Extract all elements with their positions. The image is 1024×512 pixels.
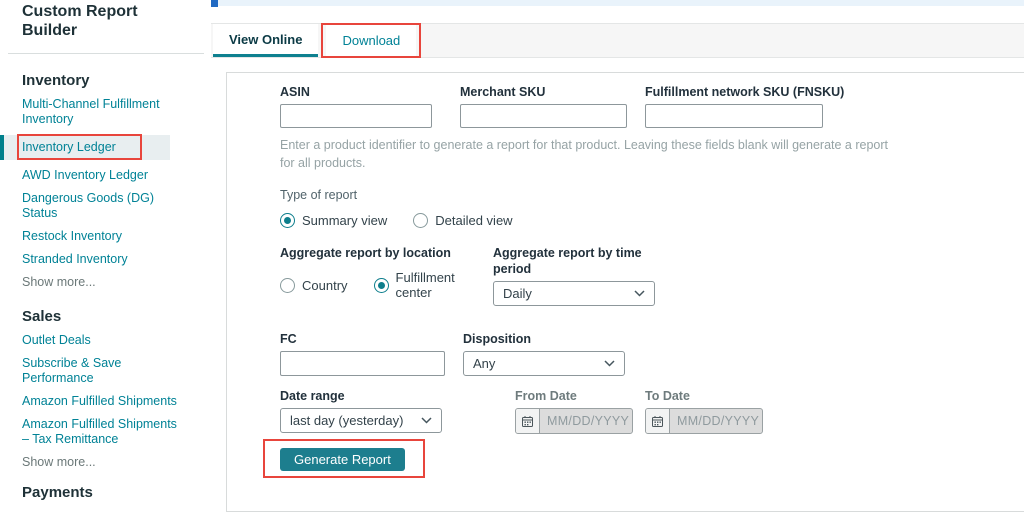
sidebar-heading-sales: Sales: [22, 308, 62, 326]
product-identifier-helper-text: Enter a product identifier to generate a…: [280, 138, 889, 170]
country-radio[interactable]: [280, 277, 295, 293]
date-range-group: Date range last day (yesterday): [280, 389, 515, 434]
chevron-down-icon: [604, 360, 615, 367]
top-banner-accent: [211, 0, 218, 7]
fnsku-input[interactable]: [645, 104, 823, 128]
generate-report-wrap: Generate Report: [263, 439, 425, 479]
generate-report-button[interactable]: Generate Report: [280, 448, 405, 472]
product-identifier-row: ASIN Merchant SKU Fulfillment network SK…: [280, 85, 1024, 128]
disposition-value: Any: [473, 356, 496, 372]
fc-field-group: FC: [280, 332, 463, 377]
asin-label: ASIN: [280, 85, 310, 99]
sidebar-heading-payments: Payments: [22, 484, 93, 502]
from-date-label: From Date: [515, 389, 577, 404]
from-date-group: From Date MM/DD/YYYY: [515, 389, 645, 435]
from-date-placeholder: MM/DD/YYYY: [547, 414, 630, 429]
to-date-input[interactable]: MM/DD/YYYY: [645, 408, 763, 435]
aggregate-location-options: Country Fulfillment center: [280, 270, 493, 300]
summary-view-radio[interactable]: [280, 213, 295, 228]
fnsku-field-group: Fulfillment network SKU (FNSKU): [645, 85, 844, 128]
tab-download[interactable]: Download: [321, 23, 422, 58]
type-of-report-options: Summary view Detailed view: [280, 213, 1024, 228]
sidebar-show-more-sales[interactable]: Show more...: [22, 455, 96, 470]
top-banner-strip: [211, 0, 1024, 6]
from-date-input[interactable]: MM/DD/YYYY: [515, 408, 633, 435]
aggregate-time-label: Aggregate report by time period: [493, 246, 642, 276]
sidebar-item-stranded-inventory[interactable]: Stranded Inventory: [22, 252, 128, 267]
tab-bar: View Online Download: [211, 23, 1024, 58]
sidebar-item-amazon-fulfilled-shipments-tax-remittance[interactable]: Amazon Fulfilled Shipments – Tax Remitta…: [22, 417, 177, 447]
sidebar-item-subscribe-save-performance[interactable]: Subscribe & Save Performance: [22, 356, 122, 386]
merchant-sku-input[interactable]: [460, 104, 627, 128]
sidebar: Custom Report Builder Inventory Multi-Ch…: [0, 0, 211, 501]
calendar-icon[interactable]: [516, 409, 540, 434]
summary-view-label: Summary view: [302, 213, 388, 228]
to-date-placeholder: MM/DD/YYYY: [677, 414, 760, 429]
tab-label: Download: [342, 33, 401, 48]
sidebar-item-inventory-ledger[interactable]: Inventory Ledger: [0, 134, 170, 161]
fulfillment-center-radio[interactable]: [373, 277, 389, 293]
calendar-icon[interactable]: [646, 409, 670, 434]
aggregate-time-group: Aggregate report by time period Daily: [493, 246, 665, 307]
to-date-label: To Date: [645, 389, 690, 404]
aggregate-location-label: Aggregate report by location: [280, 246, 451, 260]
fc-input[interactable]: [280, 351, 445, 377]
country-label: Country: [302, 277, 348, 293]
aggregate-row: Aggregate report by location Country Ful…: [280, 246, 1024, 307]
aggregate-location-group: Aggregate report by location Country Ful…: [280, 246, 493, 306]
sidebar-item-amazon-fulfilled-shipments[interactable]: Amazon Fulfilled Shipments: [22, 394, 177, 409]
sidebar-item-outlet-deals[interactable]: Outlet Deals: [22, 333, 91, 348]
date-range-select[interactable]: last day (yesterday): [280, 408, 442, 434]
tab-label: View Online: [229, 31, 303, 47]
fc-label: FC: [280, 332, 297, 347]
chevron-down-icon: [634, 290, 645, 297]
sidebar-divider: [8, 53, 204, 55]
asin-input[interactable]: [280, 104, 432, 128]
sidebar-item-awd-inventory-ledger[interactable]: AWD Inventory Ledger: [22, 168, 148, 183]
sidebar-item-multi-channel-fulfillment-inventory[interactable]: Multi-Channel Fulfillment Inventory: [22, 97, 160, 127]
detailed-view-radio[interactable]: [413, 213, 429, 228]
sidebar-heading-inventory: Inventory: [22, 72, 90, 90]
sidebar-show-more-inventory[interactable]: Show more...: [22, 275, 96, 290]
disposition-select[interactable]: Any: [463, 351, 625, 377]
type-of-report-label: Type of report: [280, 188, 358, 202]
date-range-value: last day (yesterday): [290, 413, 404, 429]
fnsku-label: Fulfillment network SKU (FNSKU): [645, 85, 845, 99]
time-period-select[interactable]: Daily: [493, 281, 655, 307]
report-form-card: ASIN Merchant SKU Fulfillment network SK…: [226, 72, 1024, 512]
fulfillment-center-label: Fulfillment center: [395, 270, 455, 300]
date-range-label: Date range: [280, 389, 345, 404]
disposition-field-group: Disposition Any: [463, 332, 625, 377]
asin-field-group: ASIN: [280, 85, 432, 128]
fc-disposition-row: FC Disposition Any: [280, 332, 1024, 377]
disposition-label: Disposition: [463, 332, 532, 347]
sidebar-item-label: Inventory Ledger: [22, 140, 116, 155]
page-title: Custom Report Builder: [22, 3, 138, 40]
detailed-view-label: Detailed view: [435, 213, 513, 228]
to-date-group: To Date MM/DD/YYYY: [645, 389, 763, 435]
sidebar-item-restock-inventory[interactable]: Restock Inventory: [22, 229, 123, 244]
time-period-value: Daily: [503, 286, 532, 302]
merchant-sku-field-group: Merchant SKU: [460, 85, 627, 128]
chevron-down-icon: [421, 417, 432, 424]
date-row: Date range last day (yesterday) From Dat…: [280, 389, 1024, 435]
tab-view-online[interactable]: View Online: [213, 24, 319, 57]
sidebar-item-dangerous-goods-status[interactable]: Dangerous Goods (DG) Status: [22, 191, 155, 221]
merchant-sku-label: Merchant SKU: [460, 85, 546, 99]
